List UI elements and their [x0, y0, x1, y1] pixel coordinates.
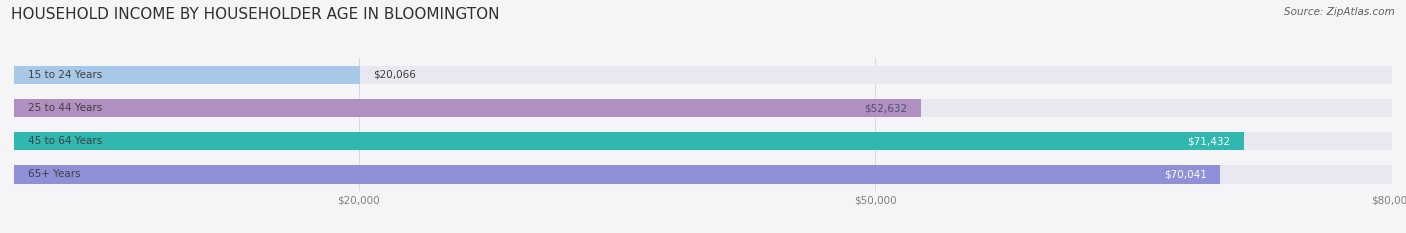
Bar — [14, 99, 921, 117]
Bar — [14, 66, 1392, 84]
Bar — [14, 66, 360, 84]
Text: $71,432: $71,432 — [1188, 136, 1230, 146]
Bar — [14, 165, 1220, 184]
Bar — [14, 165, 1392, 184]
Text: Source: ZipAtlas.com: Source: ZipAtlas.com — [1284, 7, 1395, 17]
Text: $20,066: $20,066 — [374, 70, 416, 80]
Bar — [14, 132, 1392, 150]
Text: 45 to 64 Years: 45 to 64 Years — [28, 136, 103, 146]
Bar — [14, 132, 1244, 150]
Text: 65+ Years: 65+ Years — [28, 169, 80, 179]
Bar — [14, 99, 1392, 117]
Text: 15 to 24 Years: 15 to 24 Years — [28, 70, 103, 80]
Text: $52,632: $52,632 — [863, 103, 907, 113]
Text: 25 to 44 Years: 25 to 44 Years — [28, 103, 103, 113]
Text: HOUSEHOLD INCOME BY HOUSEHOLDER AGE IN BLOOMINGTON: HOUSEHOLD INCOME BY HOUSEHOLDER AGE IN B… — [11, 7, 499, 22]
Text: $70,041: $70,041 — [1164, 169, 1206, 179]
